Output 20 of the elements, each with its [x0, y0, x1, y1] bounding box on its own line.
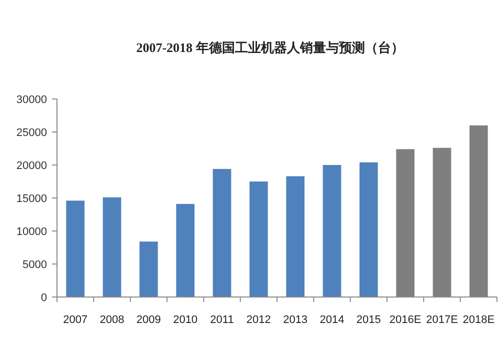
x-tick-label: 2013 — [283, 314, 308, 326]
x-tick-label: 2009 — [136, 314, 161, 326]
x-tick-label: 2011 — [210, 314, 234, 326]
y-tick-label: 15000 — [16, 193, 47, 205]
y-tick-label: 10000 — [16, 226, 47, 238]
x-tick-label: 2015 — [356, 314, 381, 326]
x-tick-label: 2017E — [426, 314, 458, 326]
y-tick-label: 0 — [40, 292, 47, 304]
x-tick-label: 2008 — [100, 314, 124, 326]
x-tick-label: 2018E — [462, 314, 495, 326]
x-tick-label: 2016E — [389, 314, 422, 326]
chart-title: 2007-2018 年德国工业机器人销量与预测（台） — [136, 40, 404, 55]
x-tick-label: 2007 — [63, 314, 88, 326]
y-tick-label: 30000 — [16, 94, 47, 106]
x-tick-label: 2012 — [246, 314, 271, 326]
x-tick-label: 2014 — [320, 314, 344, 326]
y-tick-label: 20000 — [16, 160, 47, 172]
x-tick-label: 2010 — [173, 314, 198, 326]
y-tick-label: 25000 — [16, 127, 47, 139]
y-tick-label: 5000 — [22, 259, 47, 271]
